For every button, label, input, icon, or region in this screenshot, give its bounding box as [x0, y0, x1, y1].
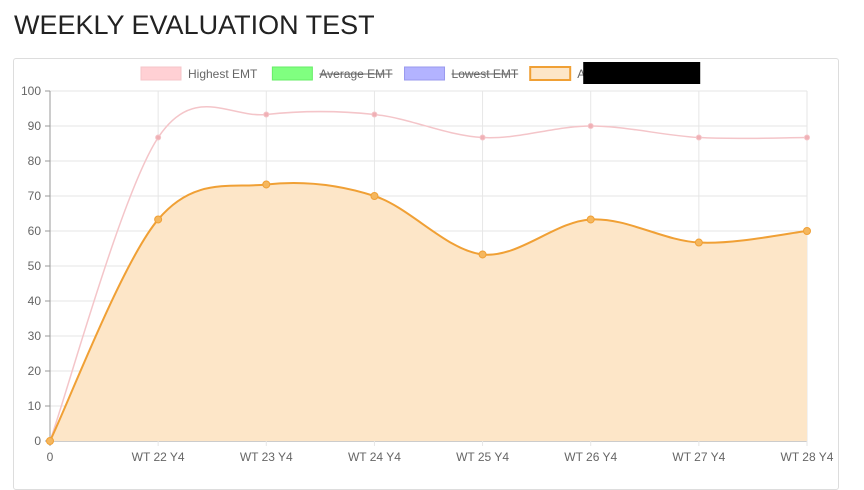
data-point[interactable] [803, 227, 811, 235]
legend-swatch[interactable] [271, 66, 313, 81]
data-point[interactable] [479, 134, 486, 141]
series-line [49, 106, 808, 442]
x-tick-label: 0 [47, 450, 54, 464]
data-point[interactable] [262, 180, 271, 189]
y-tick-label: 10 [28, 399, 42, 413]
legend-label[interactable]: Highest EMT [188, 67, 258, 81]
data-point[interactable] [586, 215, 595, 224]
y-tick-label: 100 [21, 84, 41, 98]
data-point[interactable] [478, 250, 487, 259]
data-point[interactable] [155, 134, 162, 141]
legend-swatch[interactable] [404, 66, 446, 81]
x-tick-label: WT 23 Y4 [240, 450, 293, 464]
x-tick-label: WT 25 Y4 [456, 450, 509, 464]
data-point[interactable] [46, 437, 54, 445]
y-tick-label: 40 [28, 294, 42, 308]
data-point[interactable] [263, 111, 270, 118]
redaction-box [583, 62, 701, 84]
y-tick-label: 90 [28, 119, 42, 133]
y-tick-label: 70 [28, 189, 42, 203]
data-point[interactable] [370, 192, 379, 200]
y-tick-label: 30 [28, 329, 42, 343]
legend-swatch[interactable] [529, 66, 572, 81]
page-title: WEEKLY EVALUATION TEST [14, 10, 375, 40]
data-point[interactable] [154, 215, 163, 224]
series-area [50, 182, 807, 441]
series-line [49, 181, 808, 442]
legend-swatch[interactable] [140, 66, 182, 81]
x-tick-label: WT 28 Y4 [781, 450, 834, 464]
y-tick-label: 50 [28, 259, 42, 273]
y-tick-label: 80 [28, 154, 42, 168]
data-point[interactable] [371, 111, 378, 118]
data-point[interactable] [804, 134, 810, 141]
data-point[interactable] [694, 238, 703, 247]
line-chart: 0 10 20 30 40 50 60 70 80 90 100 0 WT 22 Y4 WT 23 Y4 W… [21, 62, 834, 464]
data-point[interactable] [695, 134, 702, 141]
legend-label[interactable]: A [577, 67, 585, 81]
y-tick-label: 20 [28, 364, 42, 378]
x-tick-label: WT 24 Y4 [348, 450, 401, 464]
x-tick-label: WT 27 Y4 [672, 450, 725, 464]
x-tick-label: WT 26 Y4 [564, 450, 617, 464]
x-tick-label: WT 22 Y4 [132, 450, 185, 464]
y-tick-label: 0 [34, 434, 41, 448]
y-tick-label: 60 [28, 224, 42, 238]
data-point[interactable] [587, 123, 594, 129]
